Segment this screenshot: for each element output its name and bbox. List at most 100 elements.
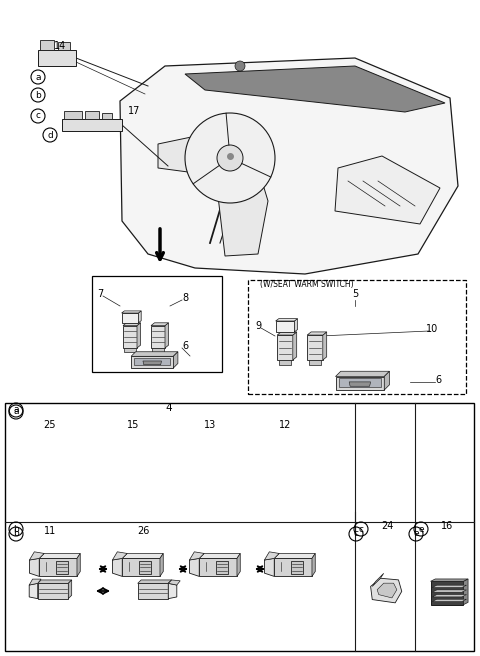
Text: 7: 7 — [97, 289, 103, 299]
Polygon shape — [112, 552, 127, 560]
Text: c: c — [359, 525, 363, 533]
Polygon shape — [309, 360, 321, 365]
Bar — [123, 325, 137, 348]
Polygon shape — [168, 583, 177, 599]
Text: 6: 6 — [182, 341, 188, 351]
Polygon shape — [218, 166, 268, 256]
Text: 10: 10 — [426, 324, 438, 334]
Text: e: e — [413, 529, 419, 539]
Polygon shape — [39, 554, 80, 558]
Polygon shape — [276, 319, 298, 321]
Circle shape — [217, 145, 243, 171]
Text: b: b — [13, 525, 19, 533]
Polygon shape — [134, 358, 170, 365]
Bar — [58, 42, 70, 50]
Polygon shape — [294, 319, 298, 332]
Polygon shape — [432, 599, 467, 602]
Polygon shape — [190, 558, 199, 577]
Polygon shape — [137, 323, 141, 348]
Bar — [40, 40, 54, 50]
Text: d: d — [47, 131, 53, 140]
Bar — [138, 583, 168, 599]
Polygon shape — [339, 378, 381, 387]
Polygon shape — [151, 323, 168, 325]
Text: c: c — [353, 529, 359, 539]
Polygon shape — [371, 578, 402, 603]
Text: 25: 25 — [44, 420, 56, 430]
Bar — [216, 561, 228, 574]
Polygon shape — [199, 554, 240, 558]
Polygon shape — [173, 352, 178, 368]
Polygon shape — [432, 585, 467, 588]
Bar — [277, 335, 293, 360]
Text: 14: 14 — [54, 41, 66, 51]
Polygon shape — [312, 554, 315, 577]
Polygon shape — [122, 554, 163, 558]
Polygon shape — [38, 580, 72, 583]
Text: a: a — [35, 73, 41, 81]
Text: 26: 26 — [137, 526, 149, 536]
Text: 16: 16 — [441, 521, 453, 531]
Bar — [151, 325, 165, 348]
Polygon shape — [138, 311, 141, 323]
Polygon shape — [29, 558, 39, 577]
Text: 24: 24 — [381, 521, 393, 531]
Text: 9: 9 — [255, 321, 261, 331]
Bar — [92, 276, 222, 372]
Polygon shape — [372, 573, 384, 586]
Text: (W/SEAT WARM SWITCH): (W/SEAT WARM SWITCH) — [260, 279, 354, 289]
Text: b: b — [13, 529, 19, 539]
Polygon shape — [432, 590, 467, 592]
Polygon shape — [168, 580, 180, 585]
Polygon shape — [384, 371, 389, 390]
Text: 5: 5 — [352, 289, 358, 299]
Polygon shape — [124, 348, 135, 352]
Polygon shape — [120, 58, 458, 274]
Polygon shape — [431, 579, 468, 581]
Text: a: a — [13, 405, 19, 415]
Polygon shape — [131, 356, 173, 368]
Text: 12: 12 — [279, 420, 291, 430]
Polygon shape — [377, 583, 397, 598]
Bar — [56, 561, 68, 574]
Polygon shape — [264, 558, 274, 577]
Polygon shape — [143, 361, 161, 365]
Bar — [276, 321, 294, 332]
Polygon shape — [190, 552, 204, 560]
Polygon shape — [274, 554, 315, 558]
Text: 11: 11 — [44, 526, 56, 536]
Polygon shape — [29, 552, 44, 560]
Polygon shape — [29, 579, 41, 585]
Polygon shape — [199, 558, 237, 577]
Polygon shape — [237, 554, 240, 577]
Bar — [431, 581, 463, 605]
Text: b: b — [35, 91, 41, 100]
Polygon shape — [153, 348, 164, 352]
Circle shape — [185, 113, 275, 203]
Polygon shape — [274, 558, 312, 577]
Bar — [139, 561, 151, 574]
Bar — [102, 113, 112, 119]
Text: c: c — [36, 112, 40, 121]
Polygon shape — [39, 558, 77, 577]
Polygon shape — [29, 583, 38, 599]
Polygon shape — [123, 323, 141, 325]
Polygon shape — [131, 352, 178, 356]
Text: 4: 4 — [166, 403, 172, 413]
Polygon shape — [158, 131, 262, 176]
Text: 8: 8 — [182, 293, 188, 303]
Text: 13: 13 — [204, 420, 216, 430]
Polygon shape — [185, 66, 445, 112]
Polygon shape — [122, 558, 160, 577]
Bar — [5, 403, 474, 651]
Polygon shape — [165, 323, 168, 348]
Polygon shape — [138, 580, 172, 583]
Polygon shape — [277, 332, 297, 335]
Polygon shape — [335, 156, 440, 224]
Bar — [291, 561, 303, 574]
Polygon shape — [432, 594, 467, 597]
Bar — [85, 111, 99, 119]
Text: 17: 17 — [128, 106, 140, 116]
Bar — [38, 583, 68, 599]
Polygon shape — [264, 552, 279, 560]
